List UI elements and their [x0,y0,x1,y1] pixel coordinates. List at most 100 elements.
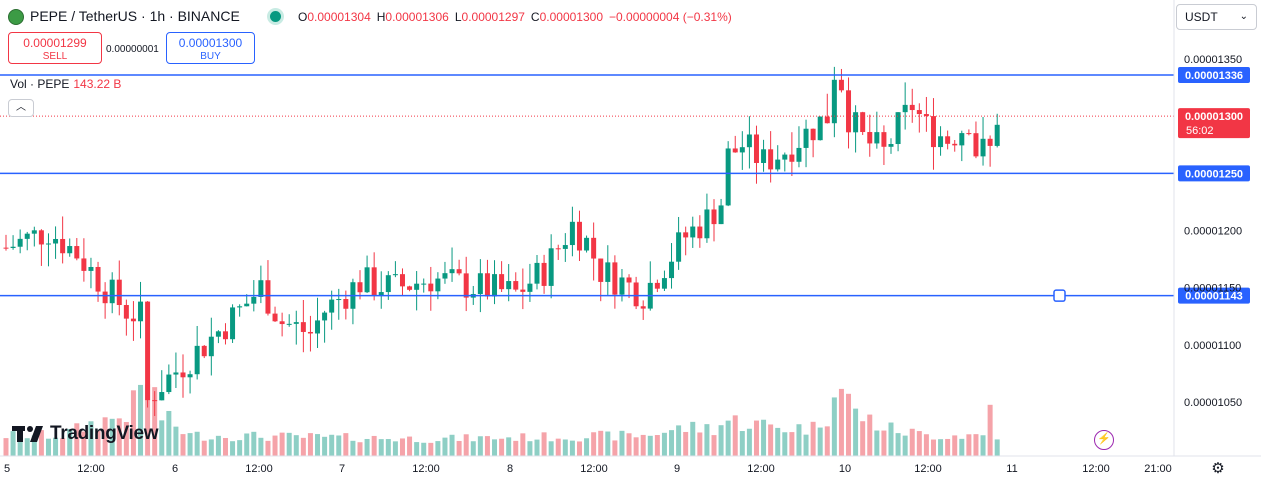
currency-selector[interactable]: USDT ⌄ [1176,4,1257,30]
volume-bar [244,433,250,456]
volume-bar [435,441,441,456]
candle-body [966,133,972,135]
volume-bar [987,404,993,456]
candle-body [626,277,632,283]
candle-body [945,136,951,144]
candle-body [364,267,370,293]
volume-bar [300,437,306,456]
candle-body [265,280,271,314]
candle-body [591,237,597,259]
buy-button[interactable]: 0.00001300 BUY [166,32,255,64]
candle-body [152,400,158,402]
candle-body [180,372,186,378]
candle-body [222,331,228,340]
volume-bar [307,433,313,456]
volume-bar [116,418,122,456]
volume-bar [881,430,887,456]
candle-body [24,233,30,239]
candle-body [874,132,880,144]
settings-gear-icon[interactable]: ⚙ [1211,460,1225,477]
candle-body [569,221,575,246]
candle-body [251,296,257,304]
high-label: H [376,10,386,24]
volume-bar [152,387,158,456]
tradingview-logo-text: TradingView [50,423,159,444]
volume-bar [222,437,228,456]
x-tick-label: 12:00 [580,463,608,475]
candle-body [661,278,667,289]
y-tick-label: 0.00001350 [1184,54,1242,66]
market-open-icon [270,11,281,22]
volume-bar [591,432,597,456]
candle-body [17,238,23,247]
volume-bar [492,439,498,456]
volume-bar [690,421,696,456]
candlesticks [3,66,1000,417]
volume-bar [399,438,405,456]
candle-body [576,221,582,251]
volume-bar [67,428,73,456]
currency-value: USDT [1185,10,1218,24]
candle-body [130,318,136,322]
volume-bar [520,433,526,456]
candle-body [789,154,795,162]
candle-body [60,238,66,254]
volume-bar [279,432,285,456]
volume-bar [725,420,731,456]
x-tick-label: 11 [1006,463,1017,475]
volume-bar [145,384,151,456]
volume-bar [541,432,547,456]
volume-legend-label: Vol · PEPE [10,77,70,91]
spread-value: 0.00000001 [106,44,159,55]
change-value: −0.00000004 (−0.31%) [609,10,732,24]
volume-bar [874,430,880,456]
volume-bar [732,415,738,456]
candle-body [456,269,462,274]
candle-body [173,372,179,375]
x-tick-label: 5 [4,463,10,475]
sell-button[interactable]: 0.00001299 SELL [8,32,102,64]
candle-body [817,116,823,141]
candle-body [810,128,816,141]
candle-body [399,274,405,287]
candle-body [938,136,944,148]
candle-body [725,148,731,206]
volume-bar [683,431,689,456]
symbol-title[interactable]: PEPE / TetherUS · 1h · BINANCE [30,8,240,24]
candle-body [881,132,887,147]
low-label: L [454,10,462,24]
volume-bar [166,410,172,456]
candle-body [506,281,512,290]
volume-bars [3,384,1000,456]
volume-bar [237,440,243,456]
volume-bar [315,434,321,456]
volume-bar [109,418,115,456]
last-price-label: 0.00001300 [1185,111,1243,123]
volume-bar [973,434,979,456]
candle-body [930,116,936,148]
horizontal-line-label: 0.00001336 [1185,70,1243,82]
candle-body [74,246,80,259]
volume-bar [53,437,59,456]
volume-bar [626,433,632,456]
candle-body [923,114,929,117]
volume-bar [746,428,752,456]
candle-body [477,273,483,295]
volume-bar [867,414,873,456]
volume-bar [789,432,795,456]
candle-body [987,138,993,146]
volume-bar [584,438,590,456]
volume-bar [499,438,505,456]
candle-body [711,209,717,225]
collapse-legend-button[interactable]: ︿ [8,99,34,117]
candle-body [846,90,852,133]
volume-bar [45,438,51,456]
lightning-icon[interactable]: ⚡ [1094,430,1114,450]
volume-legend[interactable]: Vol · PEPE 143.22 B [10,77,121,91]
volume-bar [782,432,788,456]
volume-bar [761,419,767,456]
horizontal-lines[interactable]: 0.00001336 0.00001250 0.00001143 0.00001300… [0,67,1250,304]
